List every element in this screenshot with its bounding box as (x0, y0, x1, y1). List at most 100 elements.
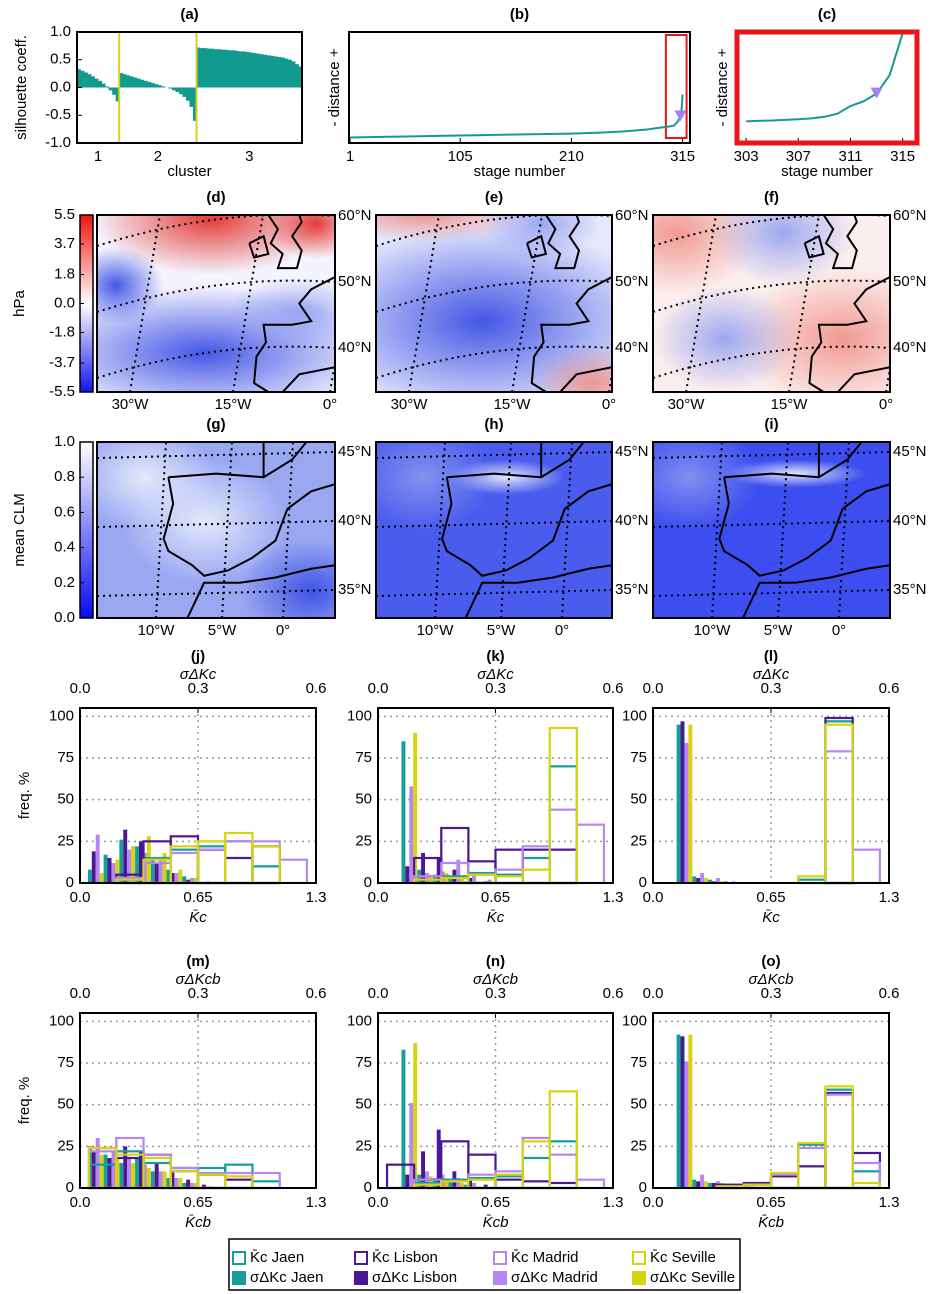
field-blob (376, 223, 612, 392)
x-tick-label: 1.3 (603, 889, 624, 906)
sigma-bar (405, 866, 410, 883)
sigma-bar (676, 724, 681, 883)
sigma-bar (158, 859, 163, 883)
kc-bin (494, 1178, 524, 1190)
silhouette-bar (210, 48, 215, 88)
axes-frame (652, 707, 890, 884)
colorbar-tick-label: -1.8 (49, 323, 75, 340)
latitude-label: 35°N (338, 581, 372, 598)
graticule (97, 520, 335, 528)
map-field (653, 215, 890, 392)
sigma-bar (166, 869, 171, 883)
colorbar (79, 441, 94, 619)
silhouette-bar (273, 56, 278, 88)
sigma-bar (103, 854, 108, 883)
graticule (97, 589, 335, 597)
kc-bin (797, 1146, 827, 1190)
silhouette-bar (98, 80, 103, 88)
colorbar-tick-label: 0.0 (54, 294, 75, 311)
silhouette-bar (91, 76, 95, 88)
sigma-bar (696, 1181, 701, 1188)
y-tick-label: 50 (630, 1096, 647, 1113)
sigma-bar (107, 1158, 112, 1188)
x2-axis-label: σΔKcb (749, 971, 794, 988)
kc-bin (548, 765, 578, 885)
coastline (718, 477, 890, 577)
sigma-bar (413, 1043, 418, 1188)
x2-tick-label: 0.3 (485, 680, 506, 697)
kc-bin (521, 848, 551, 885)
sigma-bar (162, 853, 167, 883)
legend-label: σΔKc Lisbon (372, 1269, 457, 1286)
x2-axis-label: σΔKc (753, 666, 790, 683)
latitude-label: 40°N (615, 512, 649, 529)
kc-bin (824, 720, 854, 885)
silhouette-bar (256, 53, 261, 88)
x2-axis-label: σΔKcb (473, 971, 518, 988)
silhouette-bar (270, 55, 275, 88)
silhouette-bar (217, 49, 222, 88)
x-tick-label: 0.65 (183, 889, 212, 906)
kc-bin (251, 845, 281, 885)
kc-bin (251, 845, 281, 885)
y-tick-label: 0.5 (50, 51, 71, 68)
line (746, 32, 904, 123)
legend-swatch (232, 1271, 246, 1285)
x-tick-label: 1 (94, 148, 102, 165)
x2-tick-label: 0.6 (306, 680, 327, 697)
silhouette-bar (224, 49, 229, 88)
axes-frame (79, 707, 317, 884)
x2-tick-label: 0.6 (879, 985, 900, 1002)
sigma-bar (154, 1163, 159, 1188)
map-field (653, 442, 890, 618)
sigma-bar (468, 878, 472, 883)
kc-bin (494, 848, 524, 885)
latitude-label: 35°N (615, 581, 649, 598)
x2-axis-label: σΔKcb (176, 971, 221, 988)
sigma-bar (460, 878, 465, 883)
x-tick-label: 0.0 (368, 889, 389, 906)
axes-frame (375, 441, 613, 619)
sigma-bar (704, 1181, 709, 1188)
x-tick-label: 1.3 (879, 1194, 900, 1211)
sigma-bar (87, 869, 92, 883)
legend-label: K̄c Seville (650, 1249, 716, 1266)
legend-label: K̄c Madrid (511, 1249, 579, 1266)
panel-title: (l) (764, 648, 778, 665)
longitude-label: 0° (602, 396, 616, 413)
kc-bin (224, 840, 254, 885)
kc-bin (851, 1170, 882, 1190)
axes-frame (377, 1012, 614, 1189)
silhouette-bar (112, 87, 117, 95)
sigma-bar (166, 1178, 171, 1188)
y-axis-label: freq. % (16, 1077, 33, 1125)
sigma-bar (696, 878, 701, 883)
sigma-bar (170, 1171, 175, 1188)
silhouette-bar (143, 80, 148, 88)
x-tick-label: 2 (154, 148, 162, 165)
longitude-label: 10°W (417, 622, 455, 639)
y-tick-label: 0 (66, 1179, 74, 1196)
kc-bin (494, 1175, 524, 1190)
colorbar-tick-label: 3.7 (54, 235, 75, 252)
sigma-bar (182, 876, 187, 883)
y-tick-label: 75 (57, 1054, 74, 1071)
graticule (376, 279, 612, 313)
sigma-bar (684, 743, 689, 883)
x2-tick-label: 0.3 (761, 985, 782, 1002)
legend-swatch (354, 1271, 368, 1285)
sigma-bar (150, 858, 155, 883)
coastline (464, 564, 612, 618)
x2-tick-label: 0.3 (485, 985, 506, 1002)
coastline (281, 366, 335, 392)
silhouette-bar (263, 54, 268, 88)
kc-bin (548, 726, 578, 885)
legend-swatch (632, 1271, 646, 1285)
field-blob (97, 246, 164, 325)
kc-bin (548, 848, 578, 885)
colorbar-tick-label: 0.0 (54, 609, 75, 626)
silhouette-bar (154, 84, 159, 88)
field-blob (534, 347, 612, 392)
sigma-bar (417, 1174, 422, 1188)
silhouette-bar (108, 87, 113, 91)
